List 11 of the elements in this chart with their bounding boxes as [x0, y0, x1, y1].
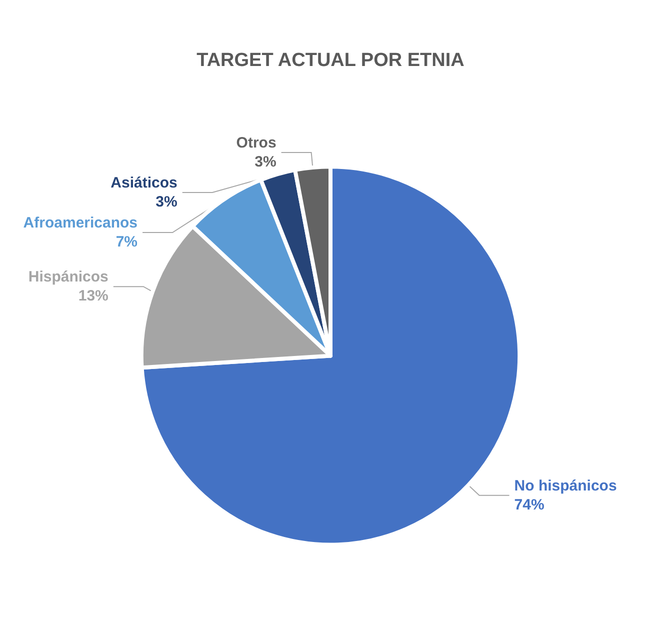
slice-label: Asiáticos: [110, 174, 178, 192]
slice-label: Otros: [236, 134, 276, 152]
data-label: 74%: [514, 496, 544, 514]
data-label: 7%: [116, 234, 138, 251]
slice-label: Hispánicos: [28, 268, 108, 286]
slice-label: Afroamericanos: [23, 214, 138, 232]
slice-label: No hispánicos: [514, 477, 617, 494]
chart-title: TARGET ACTUAL POR ETNIA: [196, 50, 465, 71]
data-label: 3%: [156, 194, 178, 211]
data-label: 3%: [254, 154, 276, 171]
data-label: 13%: [78, 288, 108, 305]
